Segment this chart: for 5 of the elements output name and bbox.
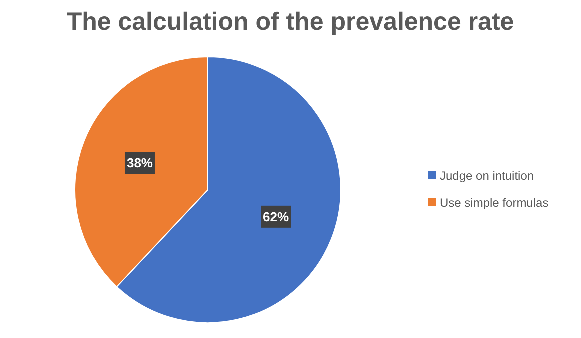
data-label: 38% <box>126 156 154 171</box>
chart-title: The calculation of the prevalence rate <box>66 8 514 36</box>
legend-label: Judge on intuition <box>440 169 534 184</box>
data-label: 62% <box>263 209 290 224</box>
legend-label: Use simple formulas <box>440 196 549 210</box>
